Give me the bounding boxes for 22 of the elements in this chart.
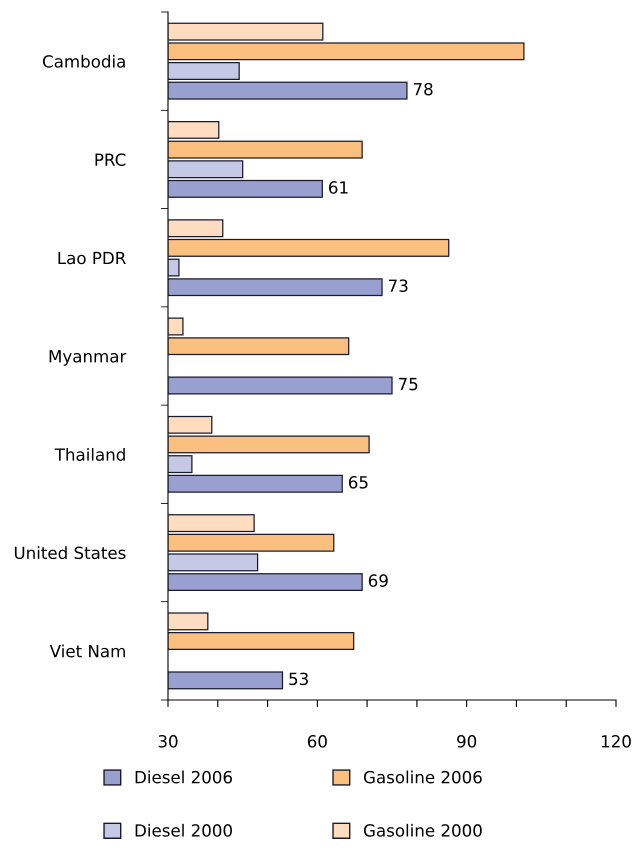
- legend-label: Gasoline 2006: [364, 770, 482, 784]
- legend-label: Diesel 2006: [136, 770, 232, 784]
- x-tick-label: 30: [158, 735, 178, 748]
- y-tick-label: Thailand: [54, 448, 125, 461]
- data-label: 75: [398, 378, 418, 390]
- data-label: 69: [368, 574, 388, 587]
- legend-label: Gasoline 2000: [364, 824, 482, 837]
- x-tick-label: 120: [602, 735, 631, 748]
- data-label: 65: [348, 476, 368, 489]
- y-tick-label: Cambodia: [42, 54, 125, 68]
- y-tick-label: PRC: [96, 153, 126, 166]
- y-tick-label: Lao PDR: [58, 252, 126, 264]
- data-label: 61: [329, 181, 348, 194]
- y-tick-label: Viet Nam: [50, 644, 125, 658]
- legend-label: Diesel 2000: [136, 824, 232, 837]
- data-label: 53: [289, 672, 308, 686]
- x-tick-label: 60: [308, 735, 327, 748]
- data-label: 73: [388, 279, 408, 292]
- y-tick-label: Myanmar: [50, 350, 126, 366]
- data-label: 78: [414, 82, 433, 96]
- y-tick-label: United States: [14, 546, 126, 560]
- x-tick-label: 90: [457, 735, 476, 748]
